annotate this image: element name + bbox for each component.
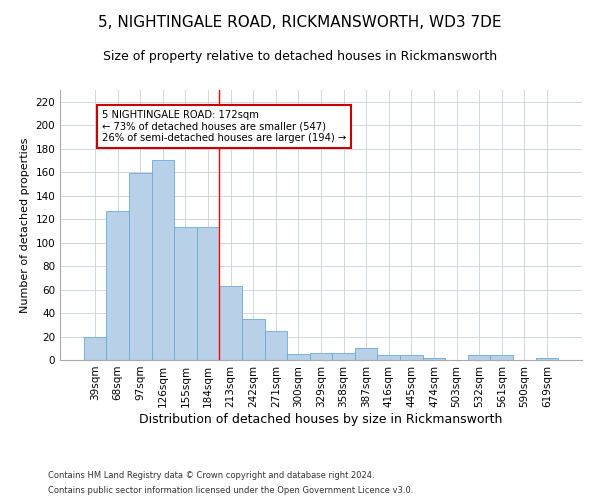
X-axis label: Distribution of detached houses by size in Rickmansworth: Distribution of detached houses by size … (139, 412, 503, 426)
Bar (106, 211, 129, 360)
Y-axis label: Number of detached properties: Number of detached properties (20, 138, 30, 312)
Bar (174, 228, 197, 360)
Bar (152, 160, 174, 360)
Bar (265, 330, 287, 360)
Bar (129, 174, 152, 360)
Bar (355, 348, 377, 360)
Bar (287, 354, 310, 360)
Text: Contains HM Land Registry data © Crown copyright and database right 2024.: Contains HM Land Registry data © Crown c… (48, 471, 374, 480)
Bar (422, 358, 445, 360)
Bar (310, 353, 332, 360)
Bar (377, 356, 400, 360)
Bar (220, 286, 242, 360)
Bar (400, 356, 422, 360)
Bar (197, 228, 220, 360)
Bar (332, 353, 355, 360)
Bar (490, 356, 513, 360)
Bar (242, 319, 265, 360)
Bar (536, 358, 558, 360)
Text: 5, NIGHTINGALE ROAD, RICKMANSWORTH, WD3 7DE: 5, NIGHTINGALE ROAD, RICKMANSWORTH, WD3 … (98, 15, 502, 30)
Text: Contains public sector information licensed under the Open Government Licence v3: Contains public sector information licen… (48, 486, 413, 495)
Text: Size of property relative to detached houses in Rickmansworth: Size of property relative to detached ho… (103, 50, 497, 63)
Text: 5 NIGHTINGALE ROAD: 172sqm
← 73% of detached houses are smaller (547)
26% of sem: 5 NIGHTINGALE ROAD: 172sqm ← 73% of deta… (102, 110, 346, 143)
Bar (468, 356, 490, 360)
Bar (84, 336, 106, 360)
